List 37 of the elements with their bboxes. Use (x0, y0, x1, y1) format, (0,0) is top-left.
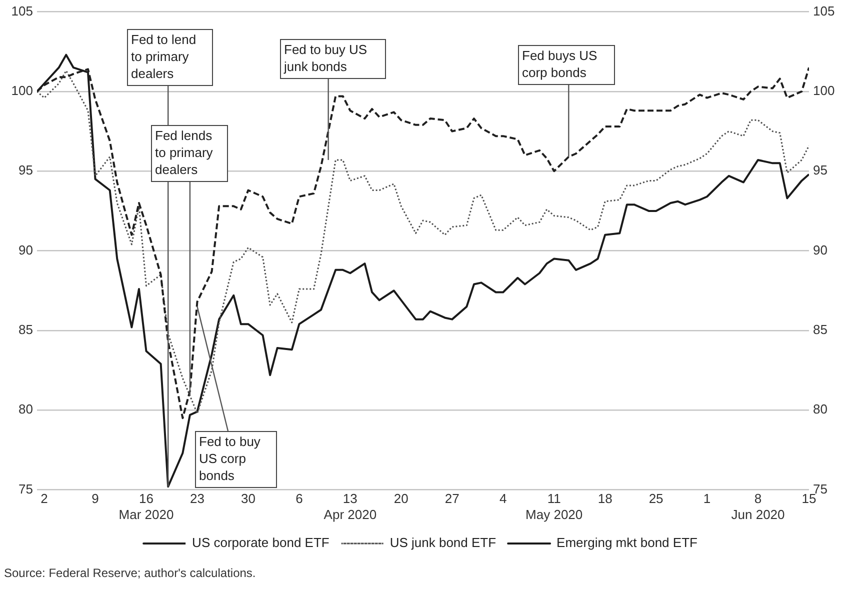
annotation: Fed to buy US corp bonds (195, 431, 277, 488)
x-tick-label: 8 Jun 2020 (731, 491, 785, 522)
x-tick-label: 18 (598, 491, 612, 506)
x-tick-label: 25 (648, 491, 664, 506)
x-tick-label: 13 Apr 2020 (324, 491, 377, 522)
source-note: Source: Federal Reserve; author's calculations. (4, 566, 256, 580)
annotation: Fed buys US corp bonds (518, 45, 615, 85)
annotation: Fed lends to primary dealers (151, 125, 228, 182)
y-tick-label: 105 (11, 3, 33, 18)
y2-tick-label: 100 (813, 83, 835, 98)
y2-tick-label: 95 (813, 162, 828, 178)
legend-label: US junk bond ETF (390, 535, 496, 550)
y2-tick-label: 85 (813, 322, 828, 338)
y2-tick-label: 80 (813, 402, 828, 417)
x-tick-label: 16 Mar 2020 (118, 491, 174, 522)
y2-tick-label: 90 (813, 242, 828, 258)
y-tick-label: 80 (18, 402, 33, 417)
x-tick-label: 23 (190, 491, 204, 506)
x-tick-label: 6 (296, 491, 303, 506)
x-tick-label: 4 (499, 491, 507, 506)
x-tick-label: 30 (240, 491, 256, 506)
y-tick-label: 90 (18, 242, 33, 258)
legend-label: Emerging mkt bond ETF (556, 535, 698, 550)
x-tick-label: 11 May 2020 (526, 491, 583, 522)
annotation: Fed to lend to primary dealers (127, 29, 213, 86)
y-tick-label: 75 (18, 481, 33, 496)
x-tick-label: 1 (703, 491, 711, 506)
x-tick-label: 9 (92, 491, 99, 506)
x-tick-label: 27 (444, 491, 460, 506)
y2-tick-label: 105 (813, 3, 835, 18)
legend-label: US corporate bond ETF (192, 535, 330, 550)
y-tick-label: 85 (18, 322, 33, 338)
x-tick-label: 20 (394, 491, 408, 506)
y-tick-label: 100 (11, 83, 33, 98)
x-tick-label: 2 (40, 491, 48, 506)
y-tick-label: 95 (18, 162, 33, 178)
annotation: Fed to buy US junk bonds (280, 39, 386, 79)
